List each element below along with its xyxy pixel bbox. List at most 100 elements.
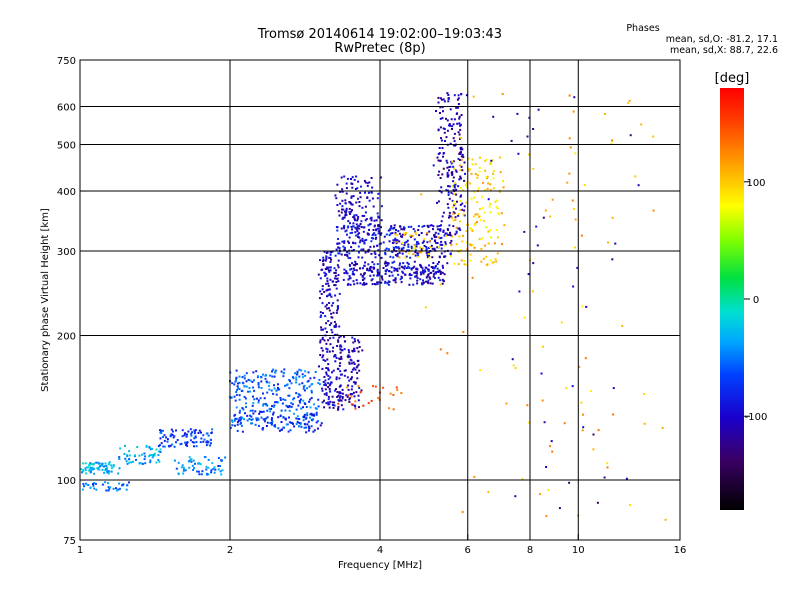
data-point [494, 200, 497, 203]
data-point [327, 368, 330, 371]
data-point [141, 462, 144, 465]
data-point [340, 399, 343, 402]
data-point [243, 395, 246, 398]
data-point [268, 388, 271, 391]
data-point [309, 398, 312, 401]
data-point [336, 367, 339, 370]
data-point [478, 238, 481, 241]
data-point [335, 357, 338, 359]
data-point [457, 214, 460, 217]
data-point [414, 230, 417, 233]
data-point [480, 260, 483, 263]
data-point [432, 267, 435, 270]
data-point [284, 399, 287, 402]
data-point [187, 430, 190, 433]
data-point [336, 396, 339, 398]
data-point [293, 412, 295, 415]
data-point [374, 385, 377, 388]
data-point [568, 94, 571, 97]
data-point [380, 256, 383, 259]
data-point [592, 448, 595, 451]
data-point [371, 283, 374, 286]
data-point [396, 252, 399, 255]
data-point [543, 421, 546, 424]
data-point [363, 242, 366, 245]
data-point [484, 189, 487, 192]
data-point [581, 429, 584, 432]
data-point [449, 252, 452, 255]
data-point [394, 238, 397, 241]
data-point [398, 251, 401, 254]
data-point [353, 216, 356, 219]
data-point [414, 249, 417, 252]
data-point [427, 269, 430, 272]
data-point [245, 380, 248, 383]
data-point [376, 268, 379, 271]
data-point [247, 390, 249, 393]
data-point [432, 266, 435, 269]
data-point [320, 328, 323, 331]
data-point [423, 270, 425, 273]
data-point [162, 429, 164, 432]
data-point [278, 388, 281, 391]
data-point [422, 279, 424, 282]
data-point [535, 225, 538, 228]
data-point [170, 428, 173, 431]
data-point [441, 173, 444, 176]
data-point [207, 458, 210, 461]
data-point [396, 234, 399, 237]
data-point [309, 413, 312, 416]
data-point [305, 426, 308, 429]
data-point [357, 339, 360, 342]
data-point [192, 459, 195, 462]
data-point [431, 247, 434, 250]
data-point [447, 233, 450, 236]
data-point [148, 445, 151, 448]
data-point [344, 369, 347, 372]
data-point [247, 378, 250, 381]
data-point [189, 439, 192, 442]
data-point [315, 407, 318, 410]
data-point [277, 416, 280, 419]
data-point [344, 253, 347, 256]
data-point [323, 393, 326, 396]
data-point [466, 263, 469, 266]
data-point [585, 305, 588, 308]
data-point [184, 469, 187, 472]
data-point [352, 225, 355, 228]
data-point [364, 181, 367, 184]
data-point [356, 263, 358, 266]
data-point [355, 279, 358, 282]
data-point [350, 210, 353, 213]
data-point [330, 381, 333, 384]
data-point [469, 227, 472, 230]
data-point [172, 436, 175, 439]
data-point [420, 273, 423, 276]
data-point [305, 431, 308, 434]
data-point [131, 460, 134, 463]
data-point [353, 178, 356, 181]
data-point [437, 174, 440, 176]
data-point [356, 226, 359, 229]
data-point [456, 122, 459, 125]
data-point [339, 395, 342, 398]
data-point [446, 92, 449, 95]
data-point [438, 170, 441, 173]
data-point [240, 424, 243, 427]
data-point [119, 487, 121, 490]
data-point [339, 202, 342, 205]
data-point [421, 283, 423, 286]
data-point [83, 485, 86, 488]
data-point [193, 441, 196, 444]
data-point [574, 152, 577, 155]
data-point [353, 269, 356, 271]
data-point [82, 483, 85, 485]
data-point [338, 357, 341, 360]
data-point [580, 234, 583, 237]
data-point [458, 133, 461, 136]
data-point [313, 429, 316, 432]
data-point [459, 123, 462, 126]
data-point [442, 211, 445, 214]
data-point [347, 256, 350, 259]
data-point [352, 267, 355, 270]
